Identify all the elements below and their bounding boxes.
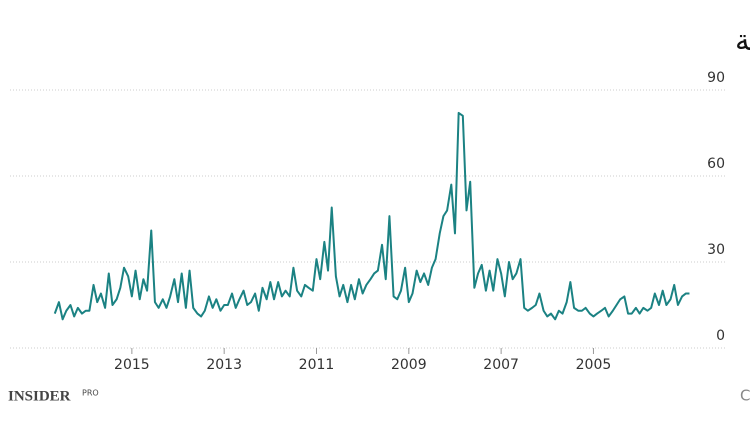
y-tick-label: 90 <box>707 70 725 86</box>
y-tick-label: 30 <box>707 242 725 258</box>
vix-line <box>53 111 690 321</box>
y-tick-label: 60 <box>707 156 725 172</box>
logo: INSIDER <box>8 388 71 404</box>
source: المصدر: بورصة شيكاغو للخيارات الثنائية C… <box>740 387 750 405</box>
x-tick-label: 2011 <box>299 357 335 373</box>
x-tick-label: 2005 <box>576 357 612 373</box>
y-tick-label: 0 <box>716 328 725 344</box>
x-tick-label: 2013 <box>206 357 242 373</box>
x-tick-label: 2007 <box>483 357 519 373</box>
x-tick-label: 2009 <box>391 357 427 373</box>
chart-title: مؤشر تقلبات VIX بورصة شيكاغو للخيارات ال… <box>735 23 750 57</box>
logo-suffix: PRO <box>82 389 99 398</box>
x-tick-label: 2015 <box>114 357 150 373</box>
